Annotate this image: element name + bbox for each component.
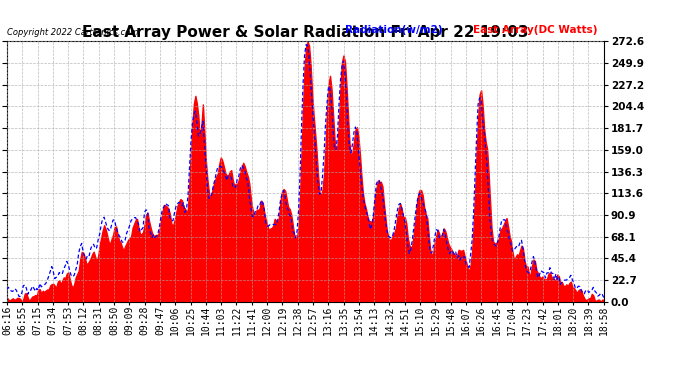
Title: East Array Power & Solar Radiation Fri Apr 22 19:03: East Array Power & Solar Radiation Fri A… [82,25,529,40]
Text: Radiation(w/m2): Radiation(w/m2) [345,25,442,35]
Text: East Array(DC Watts): East Array(DC Watts) [473,25,597,35]
Text: Copyright 2022 Cartronics.com: Copyright 2022 Cartronics.com [7,28,138,37]
